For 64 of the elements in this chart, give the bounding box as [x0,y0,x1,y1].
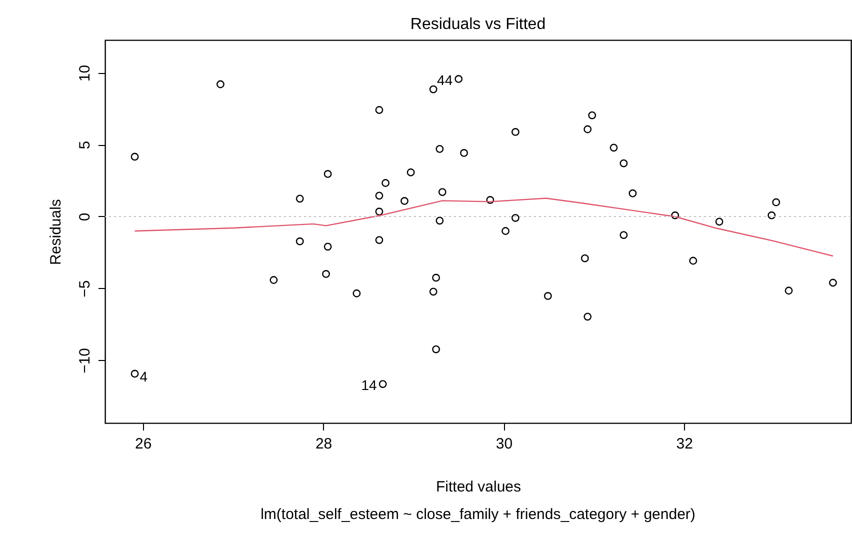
y-axis-title: Residuals [48,199,64,265]
point [375,236,384,244]
point [486,196,494,204]
point [502,227,510,235]
x-tick-label: 26 [135,436,152,452]
chart-title: Residuals vs Fitted [410,16,546,33]
point [375,208,384,216]
point [620,159,628,168]
point [400,197,408,205]
point [438,188,446,196]
y-tick-label: −5 [76,280,94,298]
point [784,286,793,295]
point [454,75,463,83]
point [460,149,468,157]
point [322,270,330,278]
point [352,289,361,298]
point [768,211,776,220]
x-tick-label: 32 [676,436,693,452]
point [324,170,332,178]
point [270,276,278,284]
point [382,179,390,187]
point [610,144,618,152]
point [584,312,592,321]
text: lm(total_self_esteem ~ close_family + friends_category + gender) [260,506,696,523]
point [429,85,438,94]
line-series [134,198,834,257]
point [324,242,332,251]
point [588,111,596,120]
point [216,80,224,88]
point [130,152,139,161]
x-tick-label: 30 [496,436,513,452]
point [296,237,304,246]
point [715,218,724,226]
point [406,168,415,176]
point [429,288,438,296]
point [544,292,552,300]
y-tick-label: 5 [76,140,94,150]
annotation: 14 [361,377,378,394]
y-tick-label: 0 [76,212,94,222]
point [296,194,304,203]
point [432,345,440,354]
x-tick-label: 28 [315,436,332,452]
point [511,128,520,136]
point [436,216,444,225]
point [130,370,139,378]
point [375,192,384,200]
point [511,214,520,222]
y-tick-label: −10 [76,348,94,374]
point [620,231,628,239]
point [689,256,698,265]
point [580,254,589,262]
point [628,189,637,198]
x-axis-title: Fitted values [436,478,522,496]
point [829,278,837,287]
point [671,211,680,220]
point [378,380,387,388]
y-tick-label: 10 [76,64,94,82]
point [432,274,440,282]
annotation: 44 [437,72,453,88]
point [772,198,780,206]
point [375,106,384,114]
point [436,144,444,153]
annotation: 4 [140,368,148,385]
point [584,125,592,134]
